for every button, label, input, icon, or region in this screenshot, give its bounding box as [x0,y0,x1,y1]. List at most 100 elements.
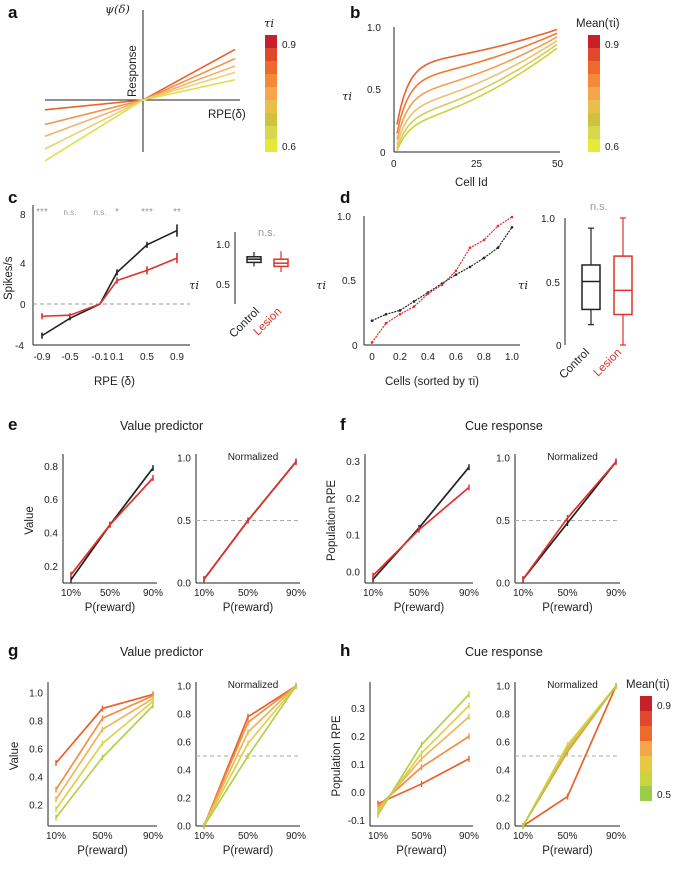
d-ytick: 1.0 [337,212,351,223]
a-colorbar-label: τi [264,16,274,30]
f-right-ytick: 0.5 [496,516,510,527]
d-point [468,265,472,269]
e-right-xlabel: P(reward) [223,602,274,614]
panel-letter-a: a [8,3,18,22]
d-ytick: 0.5 [342,276,356,287]
h-left-ytick: 0.1 [351,760,365,771]
f-left-xtick: 10% [363,588,383,599]
g-right-plot: 0.0 0.2 0.4 0.6 0.8 1.0 10% 50% 90% P(reward) Norm… [177,680,306,857]
e-left-xtick: 50% [100,588,120,599]
e-left-series-line [70,477,154,576]
g-left-ytick: 0.6 [29,745,43,756]
c-ytick: 4 [20,259,26,270]
g-left-series-line [55,705,154,819]
e-left-ytick: 0.6 [44,495,58,506]
b-ytick: 1.0 [367,23,381,34]
h-right-xtick: 10% [513,831,533,842]
f-left-plot: 0.0 0.1 0.2 0.3 10% 50% 90% P(reward) Population… [326,454,479,614]
b-xlabel: Cell Id [455,177,488,189]
b-curve [396,32,558,134]
g-right-xtick: 50% [238,831,258,842]
f-right-plot: 0.0 0.5 1.0 10% 50% 90% P(reward) Normalized [496,452,626,614]
g-left-ytick: 0.2 [29,801,43,812]
b-curve [396,40,558,145]
d-point [398,312,402,316]
d-xtick: 0.6 [449,352,463,363]
b-colorbar: Mean(τi) 0.9 0.6 [576,18,620,153]
c-inset-boxplots [246,251,289,272]
f-left-ytick: 0.2 [346,494,360,505]
d-inset-box [613,255,633,316]
c-inset-ytick: 0.5 [216,280,230,291]
e-right-xtick: 10% [194,588,214,599]
e-right-xtick: 50% [238,588,258,599]
g-right-ytick: 0.0 [177,822,191,833]
h-left-series-line [377,716,470,810]
d-ytick: 0 [352,341,358,352]
h-right-ytick: 0.2 [496,794,510,805]
e-right-plot: 0.0 0.5 1.0 10% 50% 90% P(reward) Normalized [177,452,306,614]
e-title: Value predictor [120,419,203,433]
g-title: Value predictor [120,645,203,659]
panel-d: d 1.0 0.5 0 0 0.2 0.4 0.6 0.8 1.0 τi Cells (s… [316,188,633,388]
b-xtick: 50 [552,159,564,170]
d-ylabel: τi [316,278,326,292]
c-line-control [41,229,178,337]
e-left-xtick: 90% [143,588,163,599]
g-left-xlabel: P(reward) [77,845,128,857]
c-curves: -0.9 *** -0.5 n.s. -0.1 n.s. 0.1 * 0.5 *** 0.9 ** [33,207,184,363]
h-left-ytick: 0.2 [351,732,365,743]
g-right-ytick: 0.6 [177,738,191,749]
g-left-ylabel: Value [9,742,21,771]
h-left-plot: -0.1 0.0 0.1 0.2 0.3 10% 50% 90% P(reward) Popula… [331,682,479,857]
d-inset-ylabel: τi [518,278,528,292]
h-right-ytick: 0.4 [496,766,510,777]
panel-f: f Cue response 0.0 0.1 0.2 0.3 10% 50% 90% P(re… [326,415,626,614]
d-inset-box [581,264,601,311]
c-xtick: 0.5 [140,352,154,363]
h-left-ytick: 0.0 [351,788,365,799]
b-curve [396,43,558,149]
b-curve [396,47,558,152]
g-left-ytick: 1.0 [29,689,43,700]
b-ytick: 0 [380,148,386,159]
c-xtick: -0.9 [33,352,51,363]
d-xtick: 0.8 [477,352,491,363]
d-point [412,300,416,303]
d-point [510,215,514,219]
panel-letter-e: e [8,415,17,434]
d-point [426,292,430,296]
d-point [496,224,500,228]
d-point [384,312,388,316]
a-ylabel: ψ(δ) [105,2,130,16]
h-right-xtick: 50% [557,831,577,842]
d-point [482,256,486,260]
h-left-ytick: -0.1 [348,816,366,827]
e-left-ytick: 0.4 [44,529,58,540]
d-point [496,246,500,250]
b-ytick: 0.5 [367,85,381,96]
c-ytick: -4 [15,341,24,352]
a-response-line [44,78,236,162]
h-colorbar-label: Mean(τi) [626,679,670,691]
e-right-xtick: 90% [286,588,306,599]
a-xlabel: RPE(δ) [208,109,246,121]
d-point [454,273,458,276]
b-curves [396,28,558,152]
g-right-ytick: 1.0 [177,682,191,693]
h-left-xtick: 10% [368,831,388,842]
e-left-xlabel: P(reward) [85,602,136,614]
g-right-xtick: 10% [194,831,214,842]
h-right-ytick: 0.0 [496,822,510,833]
c-significance: * [115,207,119,218]
b-xtick: 0 [391,159,397,170]
g-right-xtick: 90% [286,831,306,842]
d-point [412,305,416,308]
f-right-ytick: 0.0 [496,579,510,590]
f-left-xtick: 90% [459,588,479,599]
b-ylabel: τi [342,89,352,103]
a-response-line [44,57,236,126]
c-significance: *** [141,207,153,218]
panel-g: g Value predictor 0.2 0.4 0.6 0.8 1.0 10% 50% 9… [8,641,306,857]
panel-c: c -0.9 *** -0.5 n.s. -0.1 n.s. 0.1 * 0.5 *** 0.9 **… [3,188,289,388]
